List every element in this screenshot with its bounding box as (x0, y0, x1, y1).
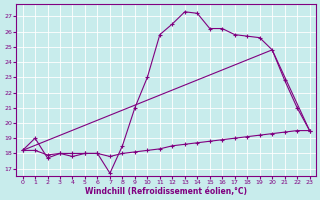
X-axis label: Windchill (Refroidissement éolien,°C): Windchill (Refroidissement éolien,°C) (85, 187, 247, 196)
